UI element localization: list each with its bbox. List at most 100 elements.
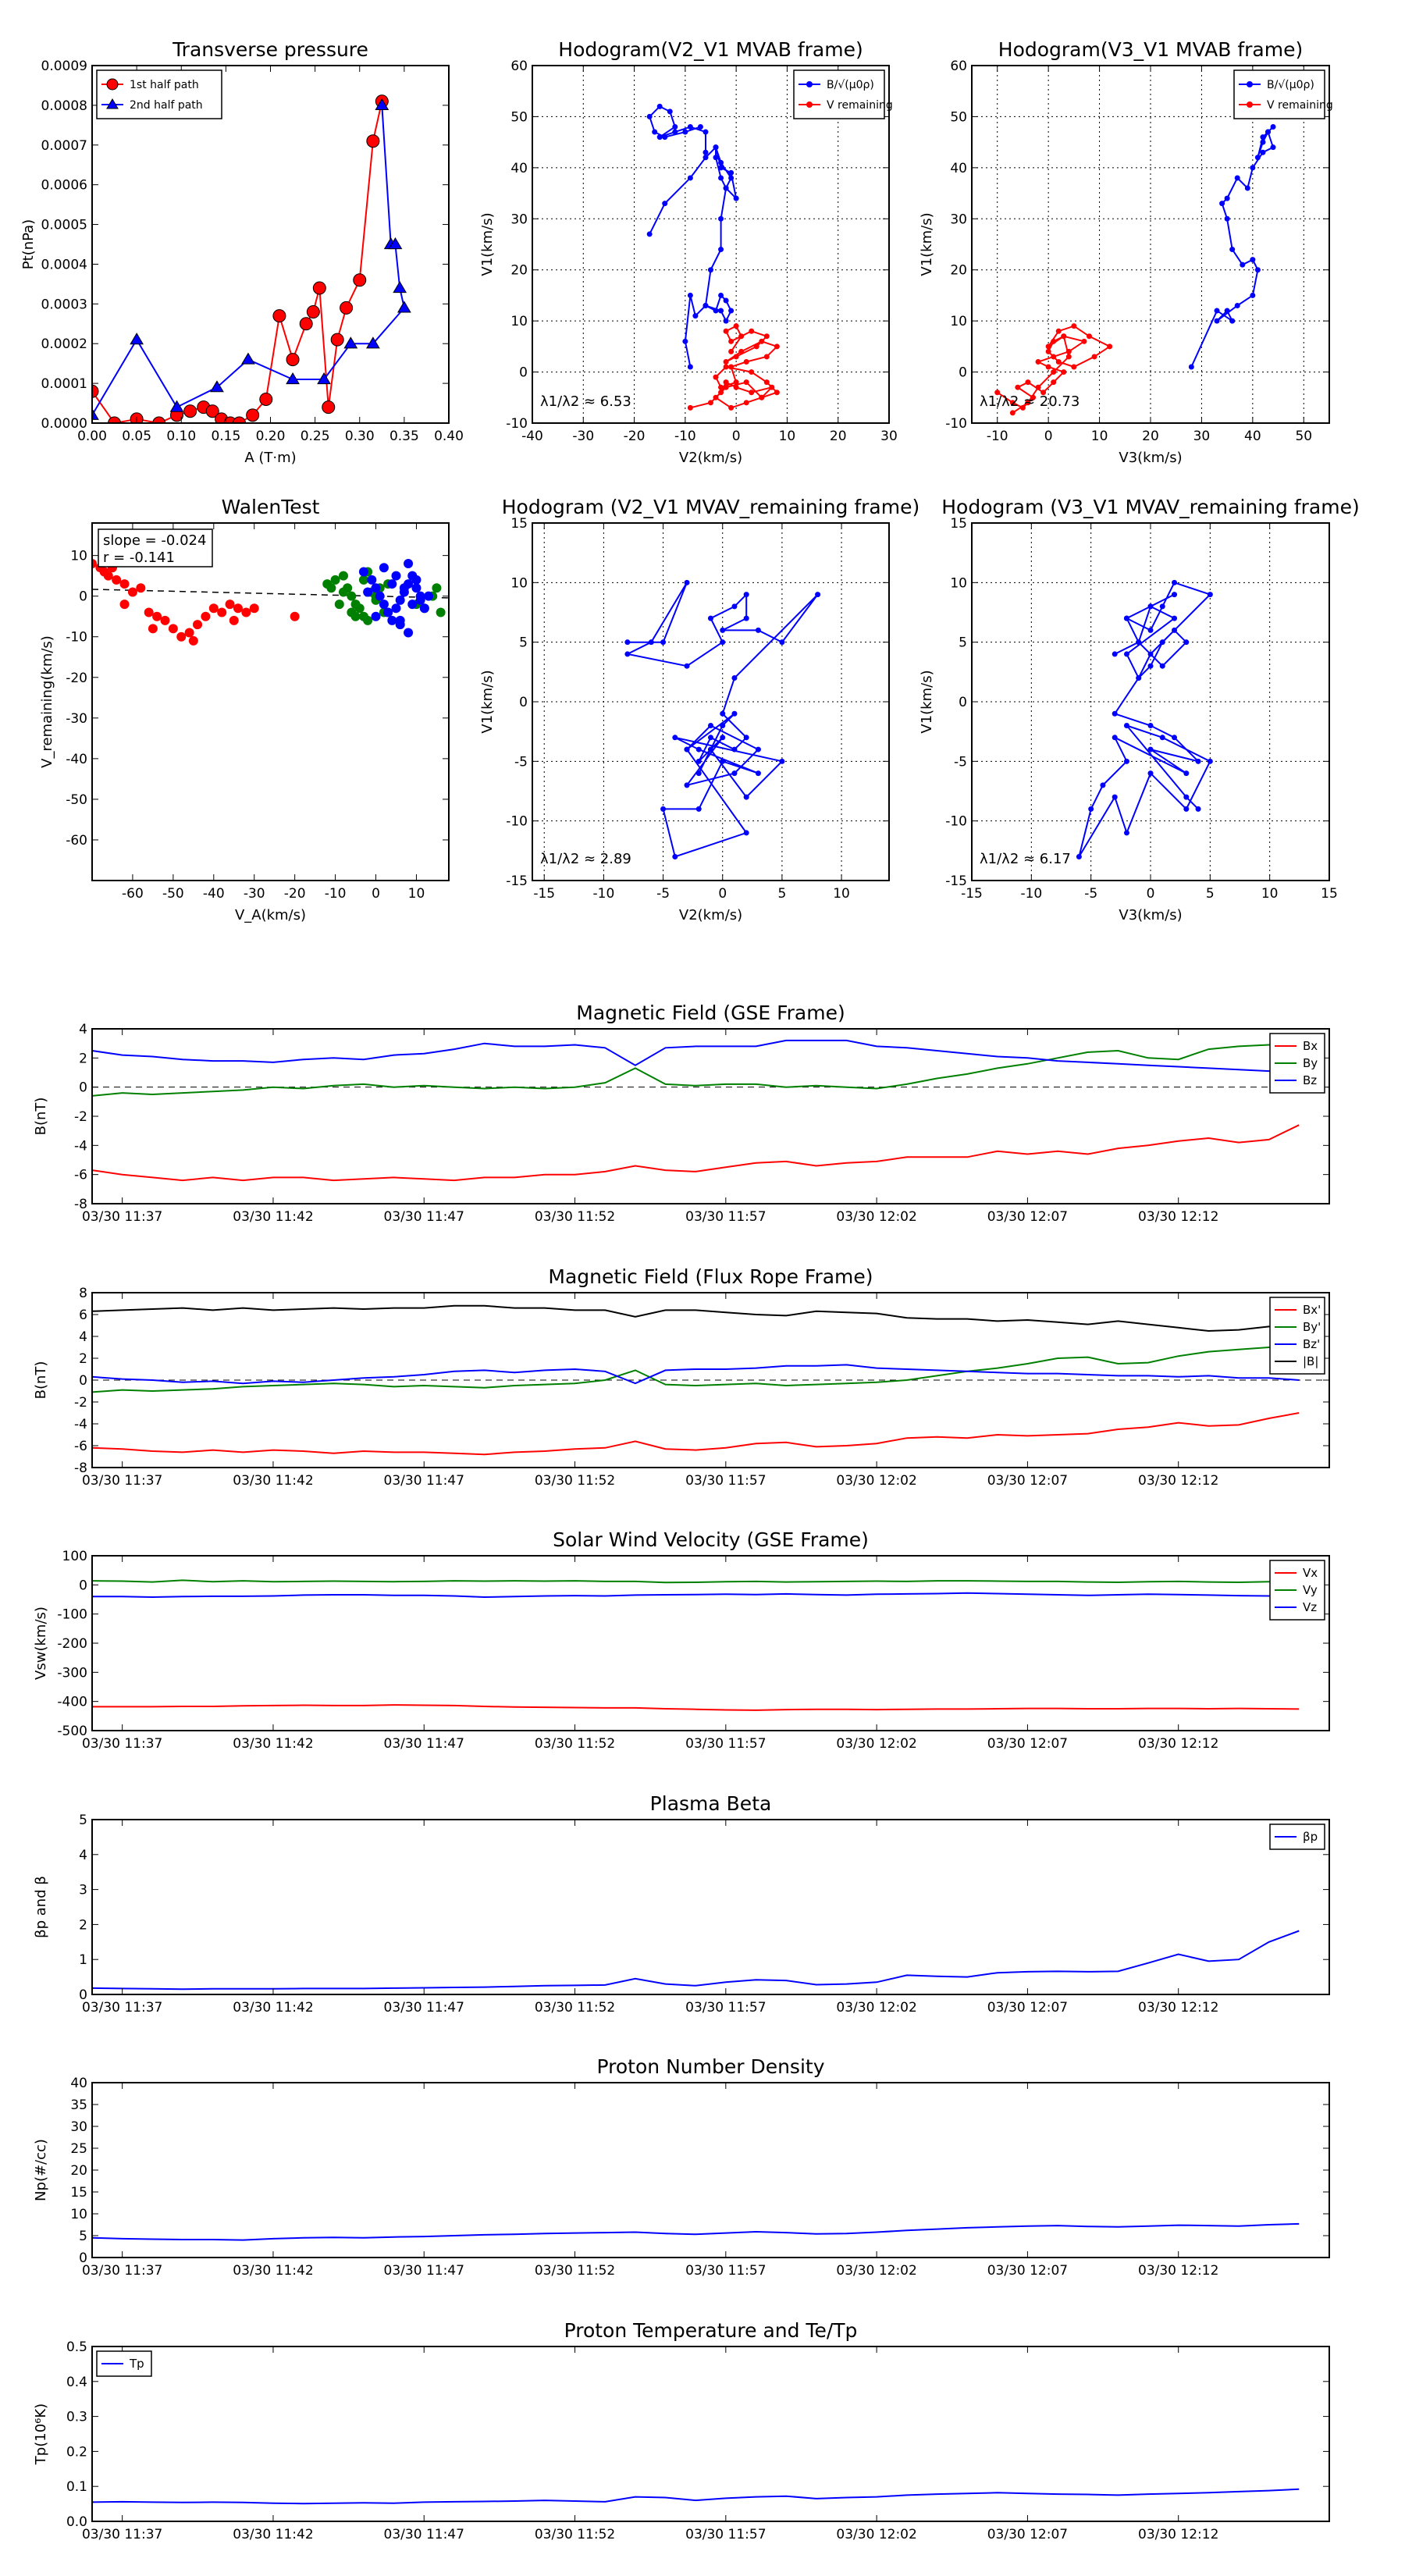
- y-tick-label: -4: [74, 1417, 87, 1432]
- series--b--line: [92, 1304, 1300, 1332]
- x-tick-label: 03/30 11:47: [384, 1209, 464, 1225]
- data-point: [1035, 384, 1041, 390]
- data-point: [375, 98, 389, 110]
- data-point: [183, 404, 197, 418]
- x-tick-label: 03/30 11:47: [384, 1473, 464, 1489]
- data-point: [763, 354, 770, 360]
- magnetic-field-gse-panel: Magnetic Field (GSE Frame) 03/30 11:37 03/…: [33, 1002, 1330, 1225]
- legend-box: [96, 2350, 152, 2377]
- data-point: [395, 615, 405, 625]
- series-vz-line: [92, 1592, 1300, 1599]
- data-point: [168, 624, 178, 634]
- data-point: [720, 758, 726, 764]
- y-tick-label: 3: [79, 1883, 87, 1898]
- data-point: [404, 628, 414, 638]
- data-point: [1055, 358, 1062, 365]
- data-point: [723, 318, 729, 324]
- y-tick-label: 1: [79, 1952, 87, 1968]
- x-tick-label: 0.30: [345, 429, 375, 444]
- data-point: [743, 400, 749, 406]
- x-tick-label: -40: [521, 429, 543, 444]
- x-tick-label: 20: [1142, 429, 1159, 444]
- chart-title: WalenTest: [222, 496, 320, 518]
- data-point: [738, 348, 745, 354]
- x-tick-label: 50: [1295, 429, 1312, 444]
- data-point: [92, 407, 99, 420]
- plot-data: [92, 1579, 1300, 1711]
- y-tick-label: 5: [959, 635, 967, 651]
- data-point: [713, 374, 719, 380]
- data-point: [646, 231, 653, 237]
- data-point: [687, 292, 693, 298]
- data-point: [176, 632, 187, 642]
- data-point: [1035, 358, 1041, 365]
- data-point: [731, 710, 738, 717]
- y-tick-label: 0.0: [66, 2514, 87, 2530]
- data-point: [326, 583, 336, 593]
- x-tick-label: 03/30 12:07: [987, 1736, 1068, 1752]
- x-tick-label: 03/30 11:42: [233, 1473, 313, 1489]
- chart-title: Transverse pressure: [172, 38, 368, 61]
- y-tick-label: 0.3: [66, 2410, 87, 2425]
- plot-frame: [91, 1819, 1330, 1995]
- data-point: [366, 336, 380, 349]
- data-point: [718, 247, 724, 253]
- data-point: [723, 297, 729, 304]
- data-point: [330, 333, 344, 347]
- y-tick-label: -60: [66, 833, 87, 849]
- y-axis-label: B(nT): [33, 1098, 49, 1136]
- data-point: [1061, 369, 1067, 375]
- data-point: [208, 603, 219, 614]
- series--p-line: [92, 1930, 1300, 1991]
- data-point: [652, 129, 658, 135]
- data-point: [718, 384, 724, 390]
- y-tick-label: 0: [79, 1080, 87, 1096]
- data-point: [371, 583, 381, 593]
- data-point: [249, 603, 259, 614]
- data-point: [723, 328, 729, 334]
- magnetic-field-flux-rope-panel: Magnetic Field (Flux Rope Frame) 03/30 11…: [33, 1265, 1330, 1489]
- data-point: [387, 579, 397, 589]
- data-point: [667, 109, 673, 115]
- data-point: [682, 129, 688, 135]
- data-point: [391, 571, 401, 581]
- data-point: [1147, 746, 1154, 753]
- data-point: [672, 735, 678, 741]
- hodogram-v2-v1-mvab-panel: Hodogram(V2_V1 MVAB frame) -40 -30 -20 -10 0 1…: [479, 38, 898, 466]
- data-point: [1147, 663, 1154, 669]
- y-axis-label: βp and β: [33, 1876, 49, 1938]
- x-tick-label: 03/30 11:37: [82, 2000, 162, 2016]
- y-axis-label: V1(km/s): [479, 212, 496, 276]
- y-tick-label: 0: [79, 1373, 87, 1389]
- data-point: [687, 364, 693, 370]
- data-point: [718, 159, 724, 165]
- data-point: [708, 723, 713, 729]
- y-tick-label: 0.0007: [41, 138, 87, 154]
- legend-marker: [806, 81, 813, 87]
- data-point: [656, 134, 663, 141]
- data-point: [692, 313, 699, 319]
- data-point: [749, 369, 755, 375]
- data-point: [205, 404, 219, 418]
- data-point: [718, 215, 724, 222]
- x-tick-label: 03/30 11:57: [685, 1736, 766, 1752]
- y-tick-label: 25: [70, 2141, 87, 2157]
- y-tick-label: 4: [79, 1022, 87, 1037]
- y-tick-label: 20: [950, 263, 967, 279]
- data-point: [697, 124, 703, 130]
- x-tick-label: 03/30 11:37: [82, 1736, 162, 1752]
- x-tick-label: 10: [779, 429, 796, 444]
- x-tick-label: 03/30 11:57: [685, 2263, 766, 2279]
- data-point: [306, 305, 320, 319]
- data-point: [1195, 758, 1201, 764]
- x-tick-label: 03/30 11:37: [82, 1209, 162, 1225]
- chart-title: Solar Wind Velocity (GSE Frame): [553, 1528, 869, 1551]
- y-tick-label: 30: [70, 2119, 87, 2135]
- series-b-0--line: [649, 145, 738, 368]
- x-tick-label: 0: [718, 886, 727, 902]
- x-tick-label: 03/30 11:57: [685, 1209, 766, 1225]
- data-point: [723, 379, 729, 386]
- y-tick-label: 2: [79, 1917, 87, 1933]
- y-tick-label: 2: [79, 1351, 87, 1367]
- x-tick-label: -30: [244, 886, 265, 902]
